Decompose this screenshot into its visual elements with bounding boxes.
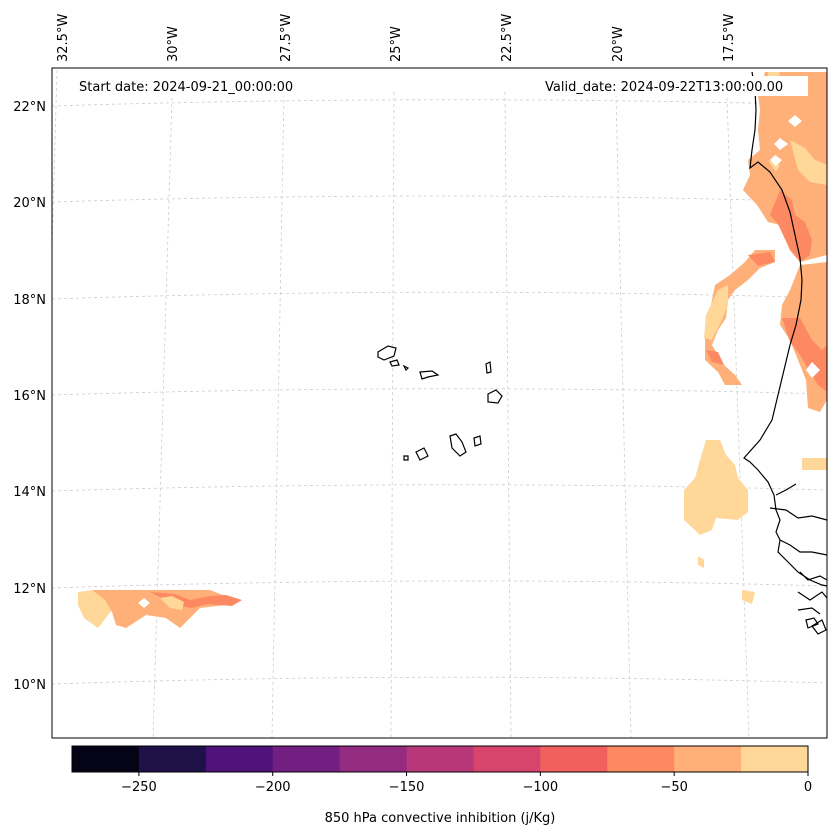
lat-label-16n: 16°N <box>13 389 46 404</box>
island-santiago <box>449 433 467 457</box>
lon-label-25w: 25°W <box>389 26 404 62</box>
island-santa-luzia <box>402 364 410 372</box>
parallel-20n <box>51 195 828 203</box>
cin-region-east-hole <box>806 362 820 378</box>
island-brava <box>403 455 409 461</box>
island-fogo <box>415 447 429 461</box>
island-sao-vicente <box>389 359 400 367</box>
lat-label-20n: 20°N <box>13 196 46 211</box>
parallel-14n <box>51 484 828 492</box>
parallel-16n <box>51 388 828 396</box>
lon-label-27-5w: 27.5°W <box>279 14 294 62</box>
colorbar-swatch <box>607 746 675 772</box>
start-date-label: Start date: 2024-09-21_00:00:00 <box>79 80 293 95</box>
lat-label-10n: 10°N <box>13 678 46 693</box>
colorbar-tick-label: −150 <box>389 780 425 795</box>
cin-region-west-yellow2 <box>160 596 184 610</box>
map-frame <box>51 67 828 739</box>
colorbar-swatch <box>406 746 474 772</box>
lon-label-22-5w: 22.5°W <box>500 14 515 62</box>
island-maio <box>473 435 482 447</box>
cin-region-mid-yellow <box>704 285 728 340</box>
annotation-left-box: Start date: 2024-09-21_00:00:00 <box>72 76 312 96</box>
cin-region-mid-darker <box>706 252 775 365</box>
parallel-10n <box>51 676 828 685</box>
lon-label-32-5w: 32.5°W <box>56 14 71 62</box>
coastlines <box>743 71 828 635</box>
cape-verde-islands <box>377 345 503 461</box>
guinea-bissau-coast <box>797 607 827 635</box>
lon-label-20w: 20°W <box>611 26 626 62</box>
colorbar-ticks: −250 −200 −150 −100 −50 0 <box>121 772 812 795</box>
colorbar-label: 850 hPa convective inhibition (j/Kg) <box>325 811 556 826</box>
lat-label-12n: 12°N <box>13 582 46 597</box>
valid-date-label: Valid_date: 2024-09-22T13:00:00.00 <box>545 80 783 95</box>
parallel-12n <box>51 580 828 589</box>
annotation-right-box: Valid_date: 2024-09-22T13:00:00.00 <box>538 76 808 96</box>
colorbar-swatch <box>272 746 341 772</box>
cin-region-north-coast <box>743 72 827 262</box>
colorbar-tick-label: −50 <box>660 780 687 795</box>
cin-region-north-yellow <box>768 72 827 185</box>
island-boa-vista <box>487 389 503 404</box>
lat-label-18n: 18°N <box>13 293 46 308</box>
cin-region-mid-band <box>705 250 775 385</box>
meridian-27-5w <box>271 93 285 739</box>
colorbar-swatch <box>138 746 207 772</box>
cin-region-north-holes <box>770 115 802 166</box>
colorbar-tick-label: −200 <box>255 780 291 795</box>
island-santo-antao <box>377 345 397 361</box>
colorbar-swatch <box>540 746 608 772</box>
parallel-18n <box>51 291 828 300</box>
island-sao-nicolau <box>419 370 440 380</box>
colorbar: −250 −200 −150 −100 −50 0 850 hPa convective … <box>71 745 812 826</box>
colorbar-swatch <box>205 746 274 772</box>
colorbar-swatch <box>741 746 809 772</box>
senegal-estuary <box>769 483 828 601</box>
colorbar-swatches <box>72 746 809 772</box>
island-sal <box>485 361 492 374</box>
cin-region-north-darker <box>770 190 812 262</box>
longitude-labels: 32.5°W 30°W 27.5°W 25°W 22.5°W 20°W 17.5… <box>56 14 737 62</box>
colorbar-swatch <box>674 746 742 772</box>
lat-label-22n: 22°N <box>13 100 46 115</box>
cin-region-west-darker <box>150 592 242 608</box>
meridian-30w <box>152 97 173 739</box>
map-panel <box>52 68 827 738</box>
latitude-labels: 22°N 20°N 18°N 16°N 14°N 12°N 10°N <box>13 100 46 693</box>
cin-contours <box>78 72 827 628</box>
africa-coastline <box>743 71 828 587</box>
meridian-32-5w <box>51 69 58 251</box>
colorbar-swatch <box>339 746 408 772</box>
colorbar-swatch <box>473 746 541 772</box>
gridlines <box>51 69 828 739</box>
lon-label-17-5w: 17.5°W <box>722 14 737 62</box>
colorbar-tick-label: −100 <box>523 780 559 795</box>
cin-region-senegal-yellow <box>684 440 827 604</box>
colorbar-tick-label: 0 <box>804 780 812 795</box>
meridian-20w <box>615 93 632 739</box>
parallel-22n <box>51 99 828 107</box>
colorbar-frame <box>71 745 809 773</box>
cin-region-west-hole <box>138 598 150 608</box>
colorbar-swatch <box>72 746 140 772</box>
lat-label-14n: 14°N <box>13 485 46 500</box>
lon-label-30w: 30°W <box>166 26 181 62</box>
meridian-17-5w <box>726 97 750 739</box>
colorbar-tick-label: −250 <box>121 780 157 795</box>
